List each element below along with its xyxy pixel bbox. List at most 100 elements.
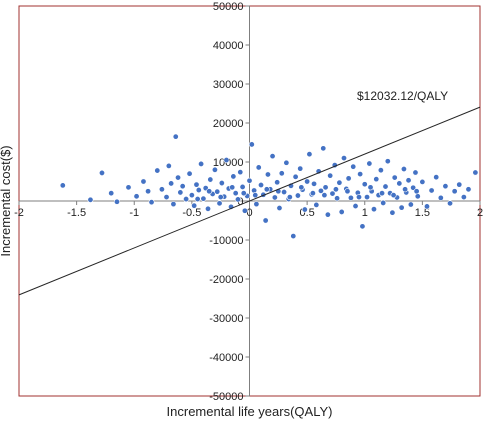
y-axis-label: Incremental cost($) — [0, 145, 13, 256]
y-tick-label: -40000 — [209, 352, 243, 364]
x-tick-label: -2 — [14, 207, 24, 219]
scatter-point — [304, 178, 311, 185]
scatter-point — [347, 194, 354, 201]
scatter-point — [108, 190, 115, 197]
scatter-point — [281, 189, 288, 196]
scatter-point — [217, 194, 224, 201]
scatter-point — [297, 165, 304, 172]
scatter-point — [344, 188, 351, 195]
scatter-point — [428, 187, 435, 194]
scatter-point — [336, 179, 343, 186]
scatter-point — [437, 194, 444, 201]
scatter-point — [292, 173, 299, 180]
scatter-point — [301, 206, 308, 213]
scatter-point — [380, 199, 387, 206]
scatter-point — [298, 184, 305, 191]
scatter-point — [165, 162, 172, 169]
scatter-point — [223, 157, 230, 164]
scatter-point — [373, 176, 380, 183]
scatter-point — [384, 158, 391, 165]
scatter-point — [183, 196, 190, 203]
scatter-point — [125, 184, 132, 191]
scatter-point — [396, 180, 403, 187]
scatter-point — [306, 151, 313, 158]
scatter-point — [246, 177, 253, 184]
y-tick-label: 20000 — [213, 118, 244, 130]
scatter-point — [172, 133, 179, 140]
scatter-point — [320, 145, 327, 152]
scatter-point — [352, 203, 359, 210]
y-tick-label: -10000 — [209, 235, 243, 247]
scatter-point — [442, 183, 449, 190]
scatter-point — [163, 194, 170, 201]
x-tick-label: -1 — [129, 207, 139, 219]
scatter-point — [405, 177, 412, 184]
scatter-point — [451, 188, 458, 195]
scatter-point — [364, 194, 371, 201]
scatter-point — [313, 201, 320, 208]
scatter-point — [255, 164, 262, 171]
scatter-point — [154, 167, 161, 174]
scatter-point — [195, 187, 202, 194]
y-tick-label: -20000 — [209, 274, 243, 286]
scatter-point — [359, 223, 366, 230]
scatter-point — [200, 195, 207, 202]
scatter-point — [407, 201, 414, 208]
scatter-point — [186, 170, 193, 177]
scatter-point — [269, 153, 276, 160]
scatter-point — [177, 189, 184, 196]
y-tick-label: 30000 — [213, 79, 244, 91]
scatter-point — [345, 175, 352, 182]
scatter-point — [402, 186, 409, 193]
scatter-point — [205, 205, 212, 212]
scatter-point — [413, 188, 420, 195]
scatter-point — [191, 202, 198, 209]
scatter-point — [271, 194, 278, 201]
scatter-point — [98, 169, 105, 176]
x-tick-label: 0 — [246, 207, 252, 219]
scatter-point — [357, 171, 364, 178]
scatter-point — [361, 181, 368, 188]
tick-labels: -2 -1.5 -1 -0.5 0 0.5 1 1.5 25000040000300002000… — [14, 1, 483, 403]
scatter-point — [211, 166, 218, 173]
data-points — [59, 133, 479, 240]
scatter-point — [240, 190, 247, 197]
y-tick-label: 0 — [237, 196, 243, 208]
scatter-point — [447, 200, 454, 207]
scatter-point — [168, 180, 175, 187]
y-tick-label: 50000 — [213, 1, 244, 13]
scatter-point — [350, 163, 357, 170]
scatter-point — [237, 169, 244, 176]
scatter-point — [263, 186, 270, 193]
scatter-point — [370, 206, 377, 213]
scatter-point — [290, 233, 297, 240]
scatter-point — [338, 208, 345, 215]
scatter-point — [179, 183, 186, 190]
scatter-point — [252, 192, 259, 199]
scatter-point — [241, 207, 248, 214]
scatter-point — [355, 194, 362, 201]
scatter-point — [465, 186, 472, 193]
scatter-point — [332, 186, 339, 193]
scatter-point — [311, 180, 318, 187]
scatter-point — [414, 193, 421, 200]
scatter-point — [286, 194, 293, 201]
scatter-point — [334, 195, 341, 202]
scatter-point — [366, 160, 373, 167]
x-tick-label: 2 — [477, 207, 483, 219]
y-tick-label: -50000 — [209, 391, 243, 403]
scatter-point — [158, 186, 165, 193]
scatter-point — [294, 192, 301, 199]
scatter-point — [367, 184, 374, 191]
scatter-point — [206, 188, 213, 195]
scatter-point — [216, 200, 223, 207]
scatter-point — [87, 196, 94, 203]
x-tick-label: 1.5 — [415, 207, 430, 219]
scatter-point — [327, 172, 334, 179]
scatter-point — [140, 178, 147, 185]
scatter-point — [317, 187, 324, 194]
threshold-line — [18, 106, 481, 296]
scatter-point — [423, 203, 430, 210]
scatter-point — [194, 196, 201, 203]
